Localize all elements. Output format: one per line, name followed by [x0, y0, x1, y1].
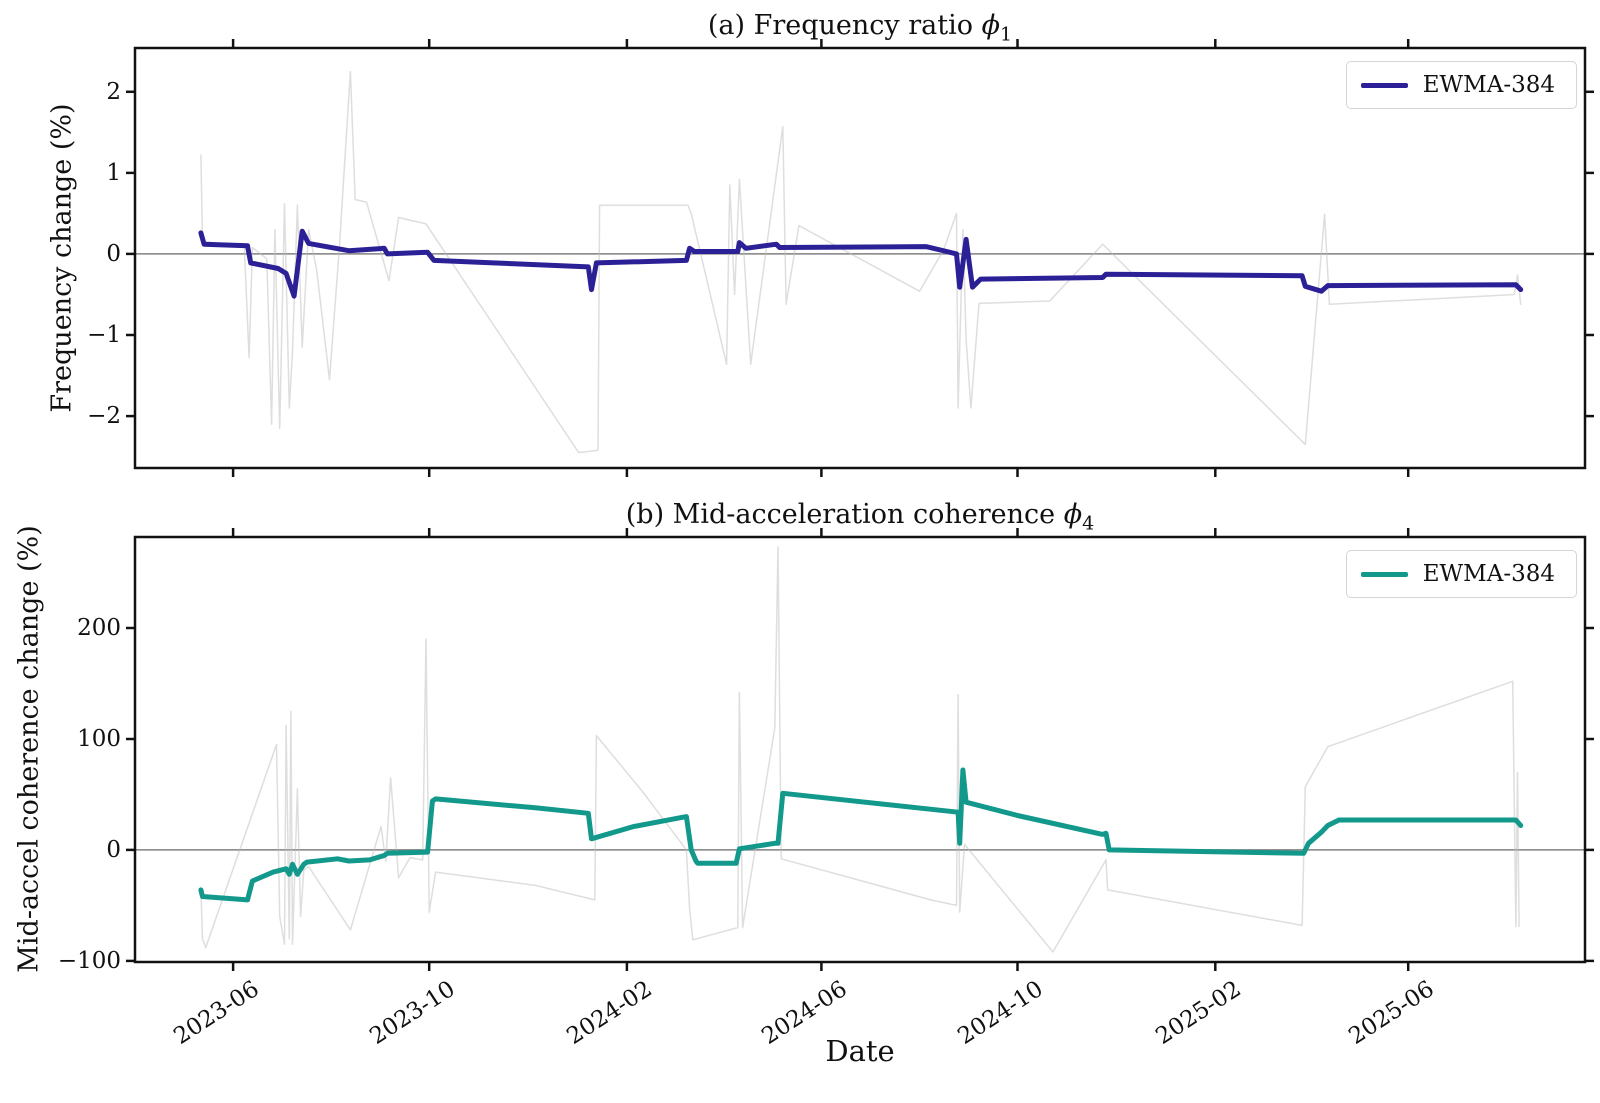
panel-a-legend: EWMA-384 [1345, 61, 1577, 109]
panel-b-ylabel: Mid-accel coherence change (%) [13, 525, 45, 973]
legend-line-sample [1360, 82, 1408, 88]
x-axis-label: Date [825, 1034, 895, 1068]
ewma-line [198, 767, 1524, 903]
phi-symbol: ϕ [981, 10, 1000, 41]
ewma-line [198, 228, 1524, 299]
panel-b-title-text: (b) Mid-acceleration coherence [625, 499, 1064, 530]
y-tick-label: −2 [87, 403, 121, 430]
legend-label: EWMA-384 [1422, 72, 1555, 98]
plot-border [133, 46, 1587, 470]
y-tick-label: 200 [77, 615, 121, 641]
y-tick-label: 0 [106, 240, 121, 267]
plot-border [133, 535, 1587, 964]
y-tick-label: 100 [77, 726, 121, 752]
panel-a-title: (a) Frequency ratio ϕ1 [135, 10, 1585, 45]
legend-line-sample [1360, 571, 1408, 577]
y-tick-label: 2 [106, 78, 121, 105]
y-tick-label: −100 [57, 947, 121, 974]
panel-b-title: (b) Mid-acceleration coherence ϕ4 [135, 499, 1585, 534]
phi-subscript: 4 [1082, 512, 1095, 535]
y-tick-label: 1 [106, 159, 121, 186]
y-tick-label: −1 [87, 322, 121, 348]
panel-a-title-text: (a) Frequency ratio [707, 10, 982, 41]
legend-label: EWMA-384 [1422, 561, 1555, 587]
raw-series-line [200, 70, 1522, 454]
phi-symbol: ϕ [1063, 499, 1083, 530]
panel-a-ylabel: Frequency change (%) [46, 103, 78, 413]
raw-series-line [200, 546, 1520, 953]
y-tick-label: 0 [106, 836, 121, 863]
panel-b-legend: EWMA-384 [1345, 550, 1577, 598]
phi-subscript: 1 [1000, 23, 1013, 46]
